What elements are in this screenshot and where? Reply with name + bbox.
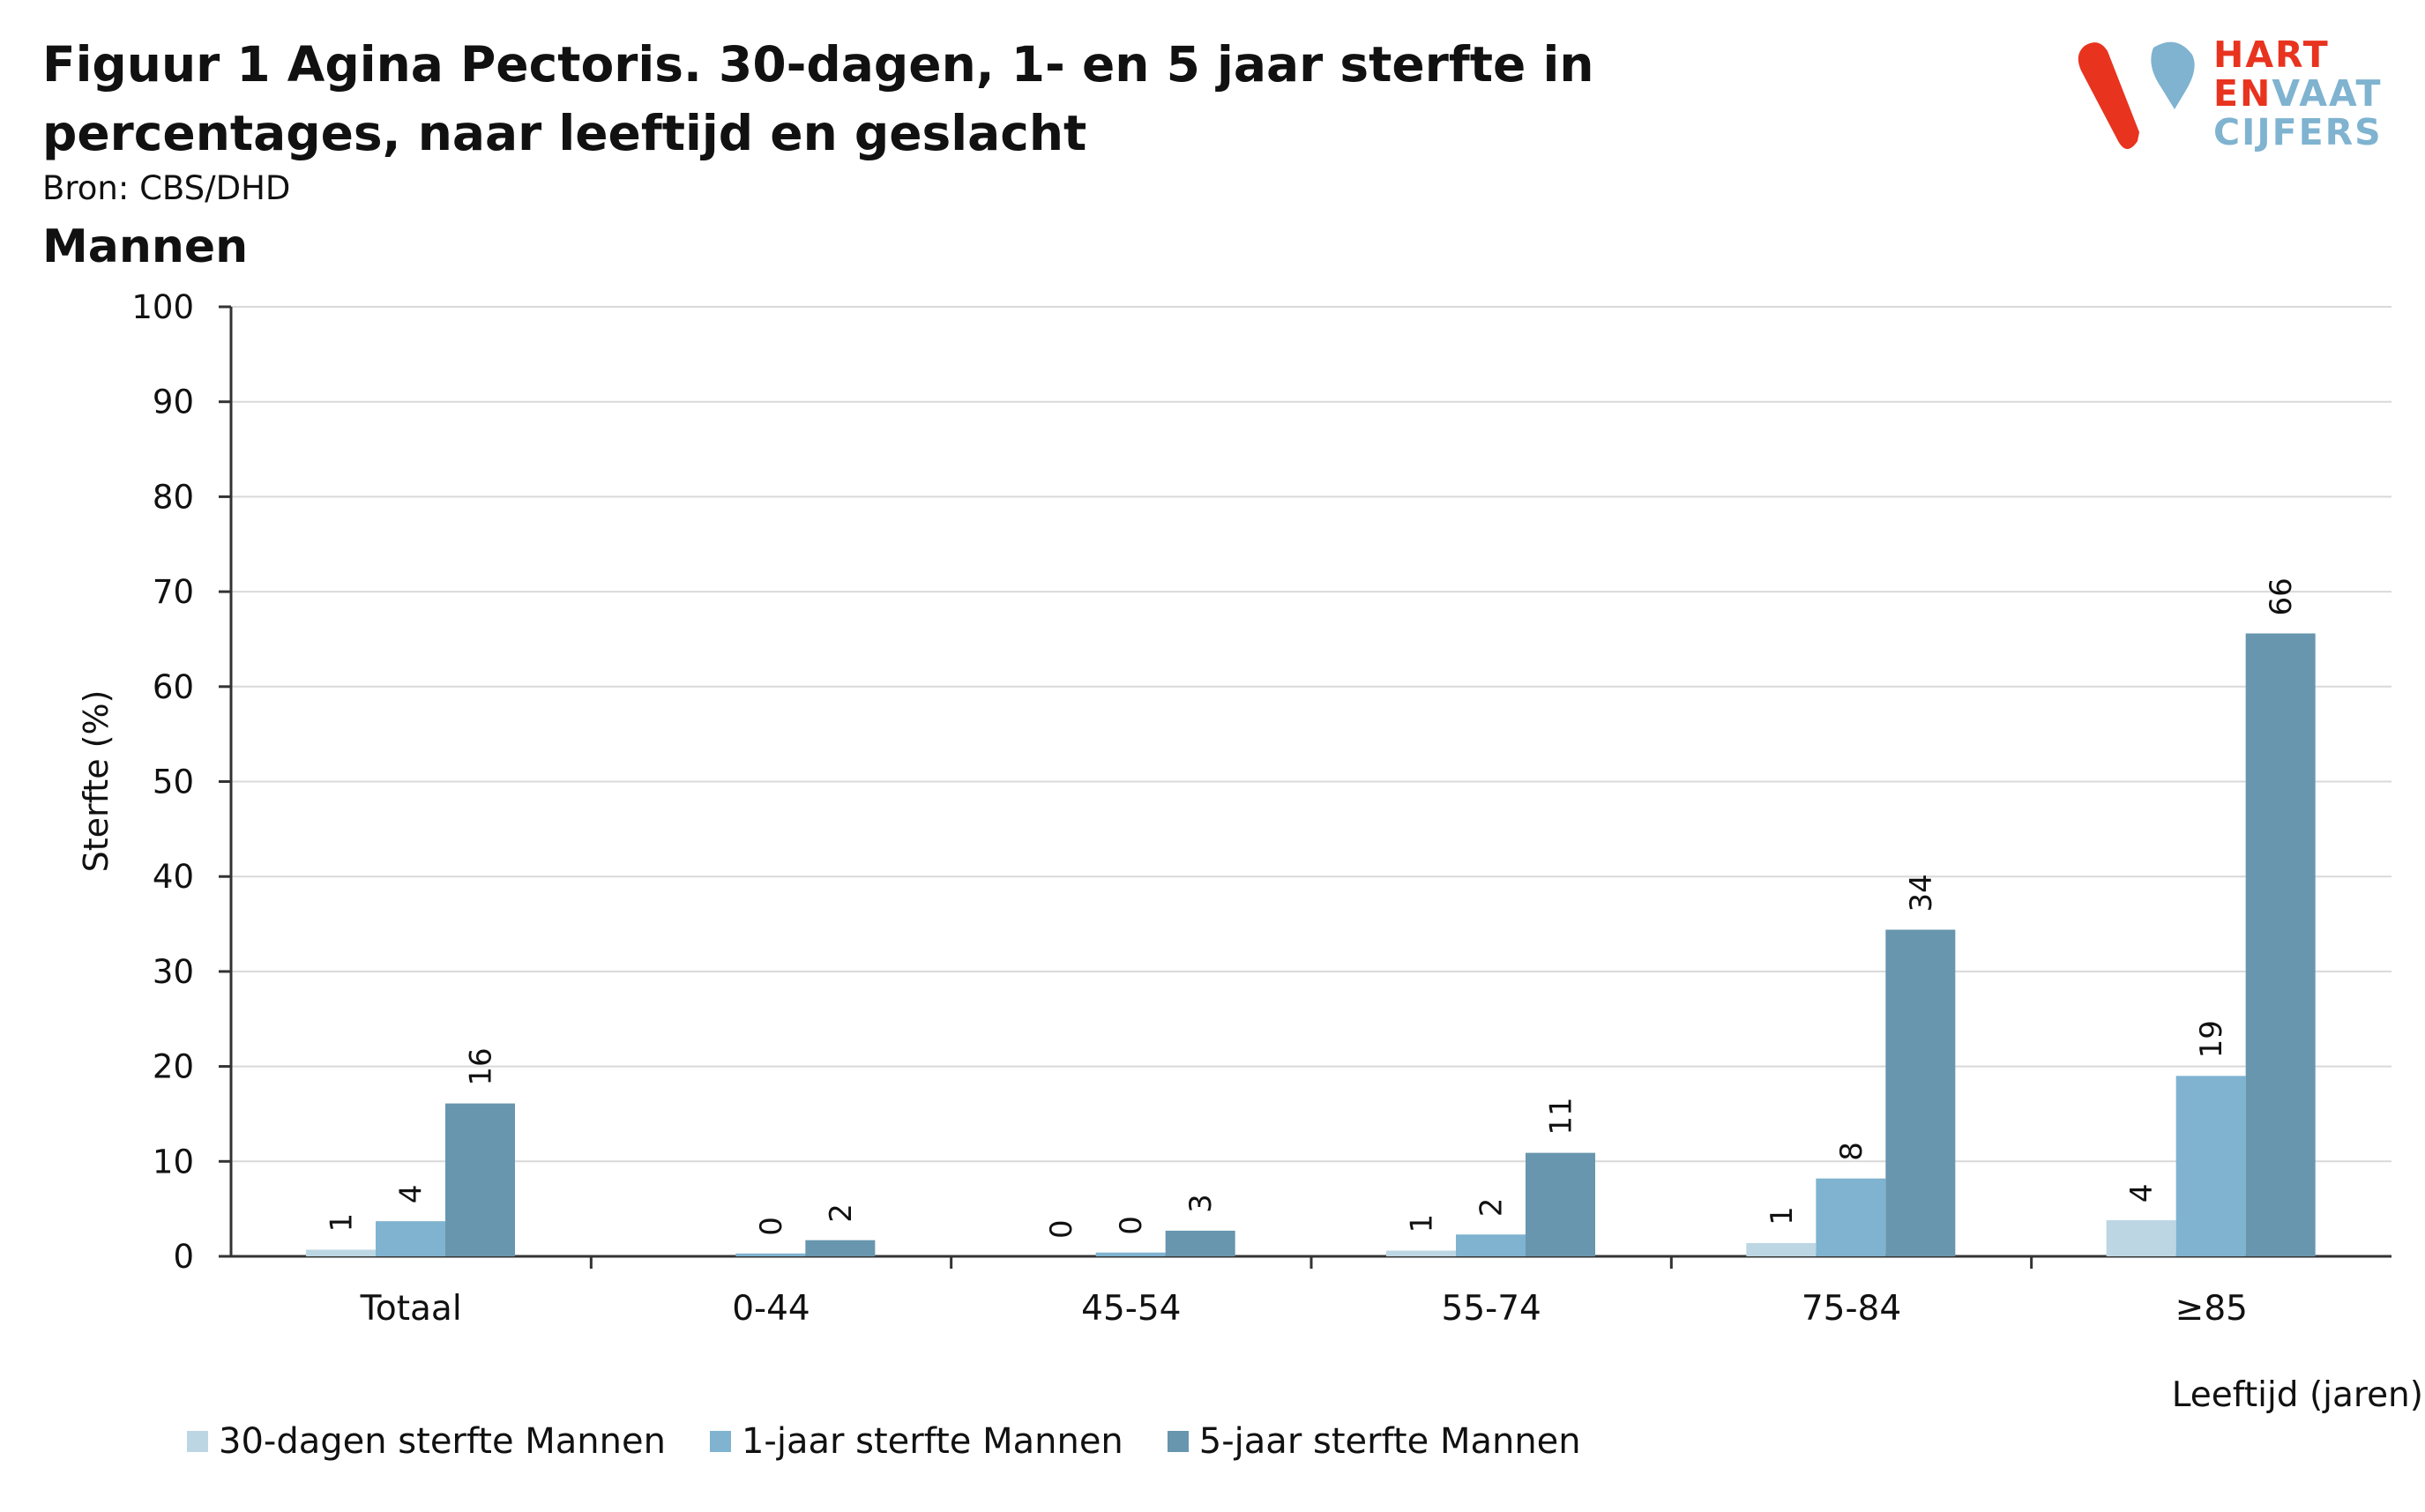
chart-title: Figuur 1 Agina Pectoris. 30-dagen, 1- en… [42,36,1594,161]
bar [1095,1252,1166,1256]
x-axis-title: Leeftijd (jaren) [2172,1375,2423,1415]
y-tick-label: 10 [153,1143,194,1181]
bar [376,1221,445,1256]
data-label: 0 [1044,1219,1079,1239]
data-label: 4 [394,1185,429,1204]
logo-mark-icon [2078,41,2195,149]
bar [1746,1242,1817,1256]
bar [1816,1178,1886,1256]
data-label: 4 [2124,1183,2160,1203]
legend-item-5-jaar: 5-jaar sterfte Mannen [1167,1421,1581,1462]
bar [1526,1152,1595,1256]
bar [2245,633,2316,1256]
y-tick-label: 100 [131,288,194,326]
legend-label: 30-dagen sterfte Mannen [219,1421,666,1462]
y-tick-label: 70 [153,573,194,611]
data-label: 1 [325,1213,360,1233]
y-tick-label: 50 [153,763,194,801]
data-label: 11 [1544,1097,1579,1135]
x-tick-label: 75-84 [1802,1289,1901,1329]
bar [1885,929,1956,1256]
data-label: 8 [1834,1142,1869,1161]
data-label: 19 [2194,1020,2229,1058]
bar [1386,1250,1456,1256]
y-tick-label: 0 [173,1238,194,1276]
legend-swatch-icon [709,1431,731,1452]
data-label: 34 [1904,874,1939,912]
x-tick-label: Totaal [360,1289,462,1329]
data-label: 16 [464,1047,499,1085]
bar [735,1253,806,1256]
legend-swatch-icon [187,1431,208,1452]
legend-label: 5-jaar sterfte Mannen [1198,1421,1581,1462]
logo-line-3: CIJFERS [2213,111,2383,153]
legend-label: 1-jaar sterfte Mannen [741,1421,1123,1462]
hartenvaat-logo: HART ENVAAT CIJFERS [2072,35,2399,152]
x-tick-label: 0-44 [732,1289,810,1329]
y-tick-label: 20 [153,1048,194,1086]
legend-swatch-icon [1167,1431,1189,1452]
legend-item-30-dagen: 30-dagen sterfte Mannen [187,1421,666,1462]
source-note: Bron: CBS/DHD [42,169,291,207]
data-label: 2 [1474,1198,1510,1218]
chart-subtitle: Mannen [42,220,249,273]
data-label: 3 [1183,1194,1219,1213]
y-tick-label: 30 [153,953,194,991]
x-tick-label: 55-74 [1442,1289,1541,1329]
data-label: 0 [754,1217,789,1236]
logo-line-1: HART [2213,34,2330,76]
data-label: 1 [1405,1214,1440,1233]
y-tick-label: 40 [153,858,194,896]
y-tick-label: 80 [153,478,194,516]
bar [306,1249,376,1256]
logo-line-2b: VAAT [2272,72,2383,115]
logo-line-2a: EN [2213,72,2272,115]
bar [805,1240,876,1256]
data-label: 1 [1765,1206,1800,1225]
data-label: 2 [824,1203,859,1223]
legend-item-1-jaar: 1-jaar sterfte Mannen [709,1421,1123,1462]
bar [2106,1220,2176,1256]
data-label: 0 [1114,1216,1149,1235]
logo-text: HART ENVAAT CIJFERS [2213,35,2383,152]
y-tick-label: 60 [153,668,194,706]
bar [1456,1234,1526,1256]
x-tick-label: 45-54 [1081,1289,1181,1329]
chart-legend: 30-dagen sterfte Mannen 1-jaar sterfte M… [187,1421,1581,1462]
y-axis-title: Sterfte (%) [77,690,116,873]
y-tick-label: 90 [153,384,194,421]
bar [2175,1076,2246,1256]
bar [445,1103,515,1256]
bar [1165,1230,1235,1256]
data-label: 66 [2264,577,2299,615]
x-tick-label: ≥85 [2175,1289,2248,1329]
